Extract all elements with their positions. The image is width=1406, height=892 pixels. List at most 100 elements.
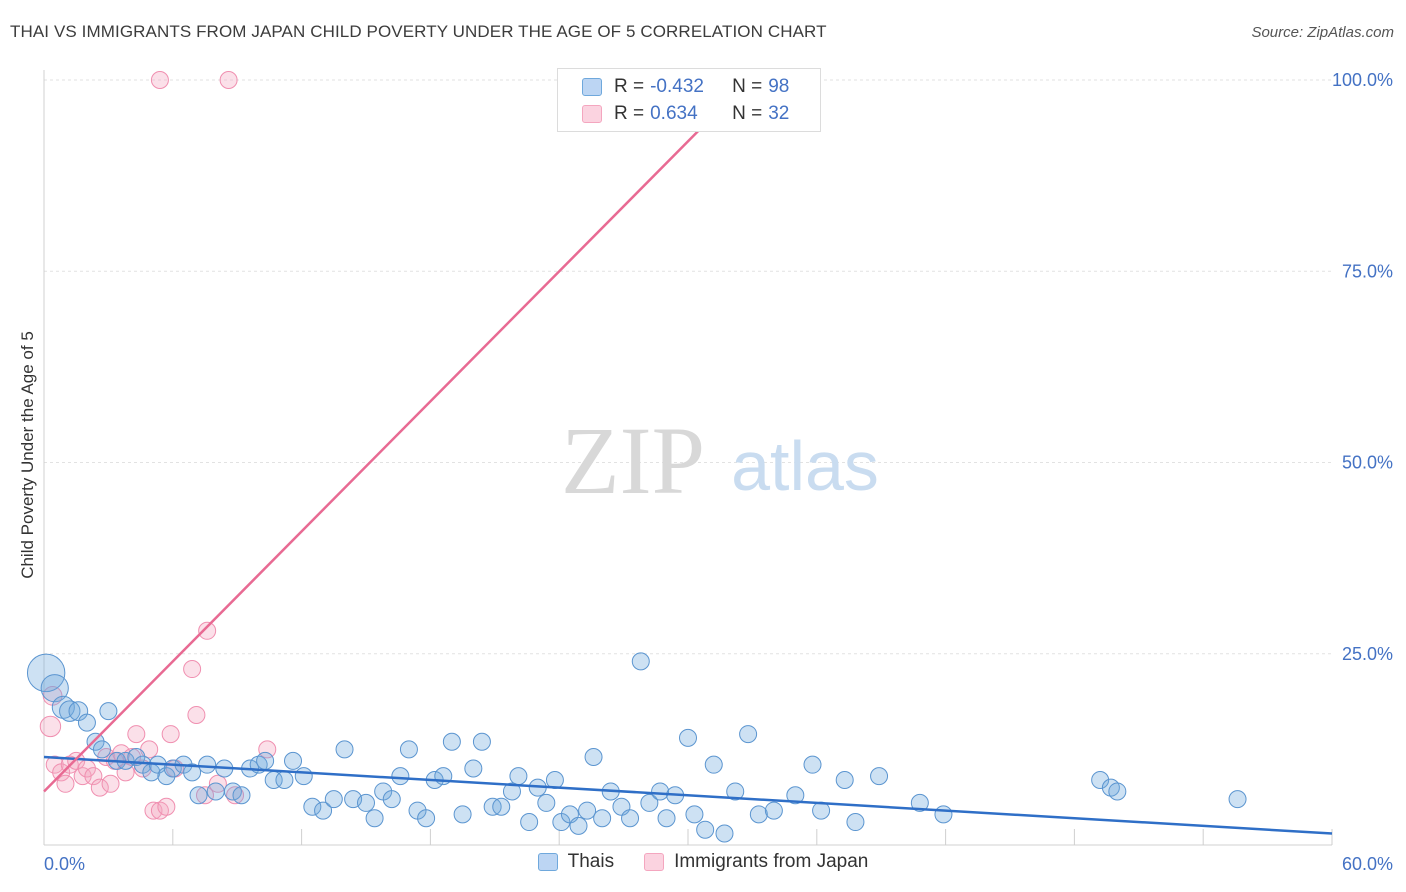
thai-point xyxy=(206,782,225,801)
japan-point xyxy=(101,774,120,793)
grid-lines xyxy=(44,79,1332,655)
thai-point xyxy=(472,732,491,751)
thai-point xyxy=(786,786,805,805)
watermark-zip: ZIP xyxy=(561,407,705,514)
thai-point xyxy=(453,805,472,824)
japan-point xyxy=(150,71,169,89)
thai-point xyxy=(256,751,275,770)
thai-point xyxy=(502,782,521,801)
thai-point xyxy=(835,770,854,789)
chart-title: THAI VS IMMIGRANTS FROM JAPAN CHILD POVE… xyxy=(10,22,827,41)
legend-n-value: 98 xyxy=(768,76,790,97)
legend-item-japan[interactable]: Immigrants from Japan xyxy=(644,851,868,873)
thai-point xyxy=(232,786,251,805)
thai-point xyxy=(621,809,640,828)
thai-point xyxy=(314,801,333,820)
watermark-atlas: atlas xyxy=(731,427,879,505)
thai-point xyxy=(92,740,111,759)
japan-point xyxy=(258,740,277,759)
thai-point xyxy=(910,793,929,812)
japan-point xyxy=(56,774,75,793)
legend-label-thais: Thais xyxy=(567,851,615,872)
thai-point xyxy=(569,816,588,835)
thai-point xyxy=(1091,770,1110,789)
thai-point xyxy=(651,782,670,801)
watermark: ZIP atlas xyxy=(561,407,879,514)
legend-r-label: R = xyxy=(614,76,645,97)
thai-point xyxy=(275,770,294,789)
japan-point xyxy=(183,660,202,679)
japan-point xyxy=(39,715,62,738)
y-tick-label: 50.0% xyxy=(1342,453,1393,473)
series-legend: Thais Immigrants from Japan xyxy=(0,851,1406,873)
thai-point xyxy=(157,767,176,786)
thai-trendline xyxy=(43,755,1333,835)
legend-swatch-japan xyxy=(644,853,665,871)
thai-point xyxy=(294,767,313,786)
thai-points xyxy=(26,652,1247,843)
thai-point xyxy=(764,801,783,820)
legend-r-label: R = xyxy=(614,103,645,124)
thai-point xyxy=(726,782,745,801)
legend-label-japan: Immigrants from Japan xyxy=(674,851,869,872)
japan-point xyxy=(84,767,103,786)
thai-point xyxy=(934,805,953,824)
thai-point xyxy=(189,786,208,805)
thai-point xyxy=(749,805,768,824)
thai-point xyxy=(303,797,322,816)
thai-point xyxy=(40,674,69,703)
legend-item-thais[interactable]: Thais xyxy=(537,851,615,873)
japan-point xyxy=(208,774,227,793)
thai-point xyxy=(365,809,384,828)
thai-point xyxy=(870,767,889,786)
axes xyxy=(43,70,1333,846)
legend-r-value: -0.432 xyxy=(650,76,704,97)
thai-point xyxy=(442,732,461,751)
thai-point xyxy=(578,801,597,820)
y-tick-label: 25.0% xyxy=(1342,644,1393,664)
x-tick-label-min: 0.0% xyxy=(44,854,85,874)
thai-point xyxy=(739,725,758,744)
thai-point xyxy=(520,813,539,832)
thai-point xyxy=(357,793,375,812)
thai-point xyxy=(696,820,715,839)
thai-point xyxy=(86,732,105,751)
legend-r-value: 0.634 xyxy=(650,103,698,124)
thai-point xyxy=(198,755,217,774)
thai-point xyxy=(391,767,410,786)
thai-point xyxy=(183,763,202,782)
legend-n-label: N = xyxy=(732,103,763,124)
trendlines xyxy=(43,90,1333,835)
x-tick-label-max: 60.0% xyxy=(1342,854,1393,874)
thai-point xyxy=(382,790,401,809)
legend-swatch-thais xyxy=(582,78,602,96)
japan-point xyxy=(198,621,217,640)
legend-n-value: 32 xyxy=(768,103,790,124)
thai-point xyxy=(640,793,659,812)
thai-point xyxy=(417,809,436,828)
thai-point xyxy=(77,713,96,732)
japan-point xyxy=(157,797,176,816)
thai-point xyxy=(657,809,676,828)
thai-point xyxy=(492,797,511,816)
thai-point xyxy=(284,751,303,770)
thai-point xyxy=(1108,782,1127,801)
thai-point xyxy=(685,805,704,824)
japan-trendline xyxy=(43,90,739,793)
thai-point xyxy=(584,748,603,767)
thai-point xyxy=(223,782,242,801)
thai-point xyxy=(509,767,528,786)
thai-point xyxy=(537,793,556,812)
legend-swatch-japan xyxy=(582,105,602,123)
japan-point xyxy=(187,705,206,724)
japan-point xyxy=(67,751,86,770)
thai-point xyxy=(335,740,354,759)
y-tick-label: 100.0% xyxy=(1332,70,1393,90)
japan-point xyxy=(90,778,109,797)
thai-point xyxy=(593,809,612,828)
japan-point xyxy=(219,71,238,89)
thai-point xyxy=(631,652,650,671)
thai-point xyxy=(846,813,865,832)
japan-point xyxy=(127,725,146,744)
